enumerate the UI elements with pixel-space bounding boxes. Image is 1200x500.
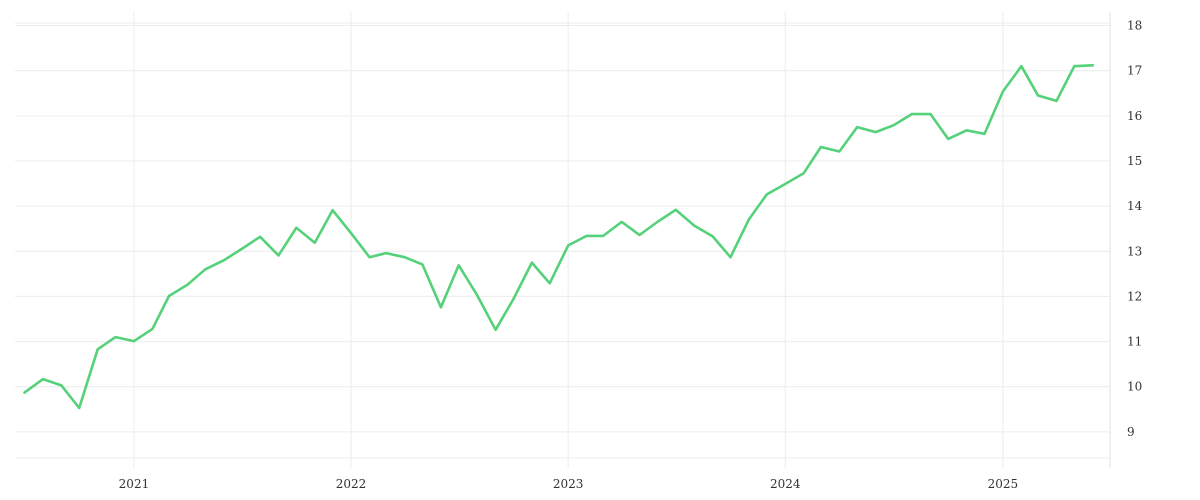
y-tick-label: 12 bbox=[1127, 289, 1142, 303]
y-tick-label: 15 bbox=[1127, 154, 1142, 168]
y-tick-label: 10 bbox=[1127, 380, 1142, 394]
series-line bbox=[23, 64, 1095, 410]
series-layer bbox=[23, 64, 1095, 410]
y-tick-label: 14 bbox=[1127, 199, 1143, 213]
x-axis-tick-labels: 2021 2022 2023 2024 2025 bbox=[119, 477, 1019, 491]
x-tick-label: 2023 bbox=[553, 477, 584, 491]
y-tick-label: 18 bbox=[1127, 19, 1142, 33]
x-tick-label: 2024 bbox=[770, 477, 801, 491]
x-tick-label: 2025 bbox=[988, 477, 1019, 491]
x-tick-label: 2022 bbox=[336, 477, 367, 491]
vertical-gridlines bbox=[133, 12, 1004, 468]
y-tick-label: 9 bbox=[1127, 425, 1135, 439]
y-tick-label: 16 bbox=[1127, 109, 1142, 123]
y-tick-label: 17 bbox=[1127, 64, 1142, 78]
y-tick-label: 11 bbox=[1127, 335, 1142, 349]
horizontal-gridlines bbox=[15, 22, 1110, 459]
x-tick-label: 2021 bbox=[119, 477, 150, 491]
y-axis-tick-labels: 9 10 11 12 13 14 15 16 17 18 bbox=[1127, 19, 1143, 439]
y-tick-label: 13 bbox=[1127, 244, 1142, 258]
